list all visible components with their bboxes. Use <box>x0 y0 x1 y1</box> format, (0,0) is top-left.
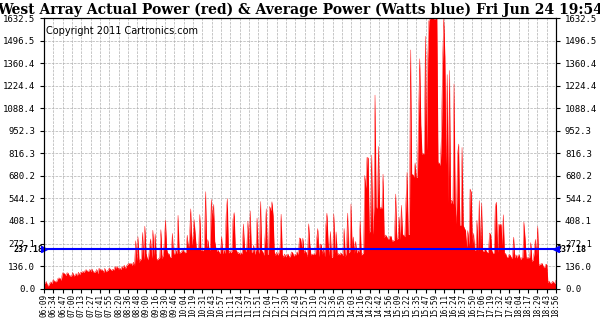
Text: 237.18: 237.18 <box>556 245 586 254</box>
Text: Copyright 2011 Cartronics.com: Copyright 2011 Cartronics.com <box>46 27 197 36</box>
Text: 237.18: 237.18 <box>14 245 44 254</box>
Title: West Array Actual Power (red) & Average Power (Watts blue) Fri Jun 24 19:54: West Array Actual Power (red) & Average … <box>0 3 600 17</box>
